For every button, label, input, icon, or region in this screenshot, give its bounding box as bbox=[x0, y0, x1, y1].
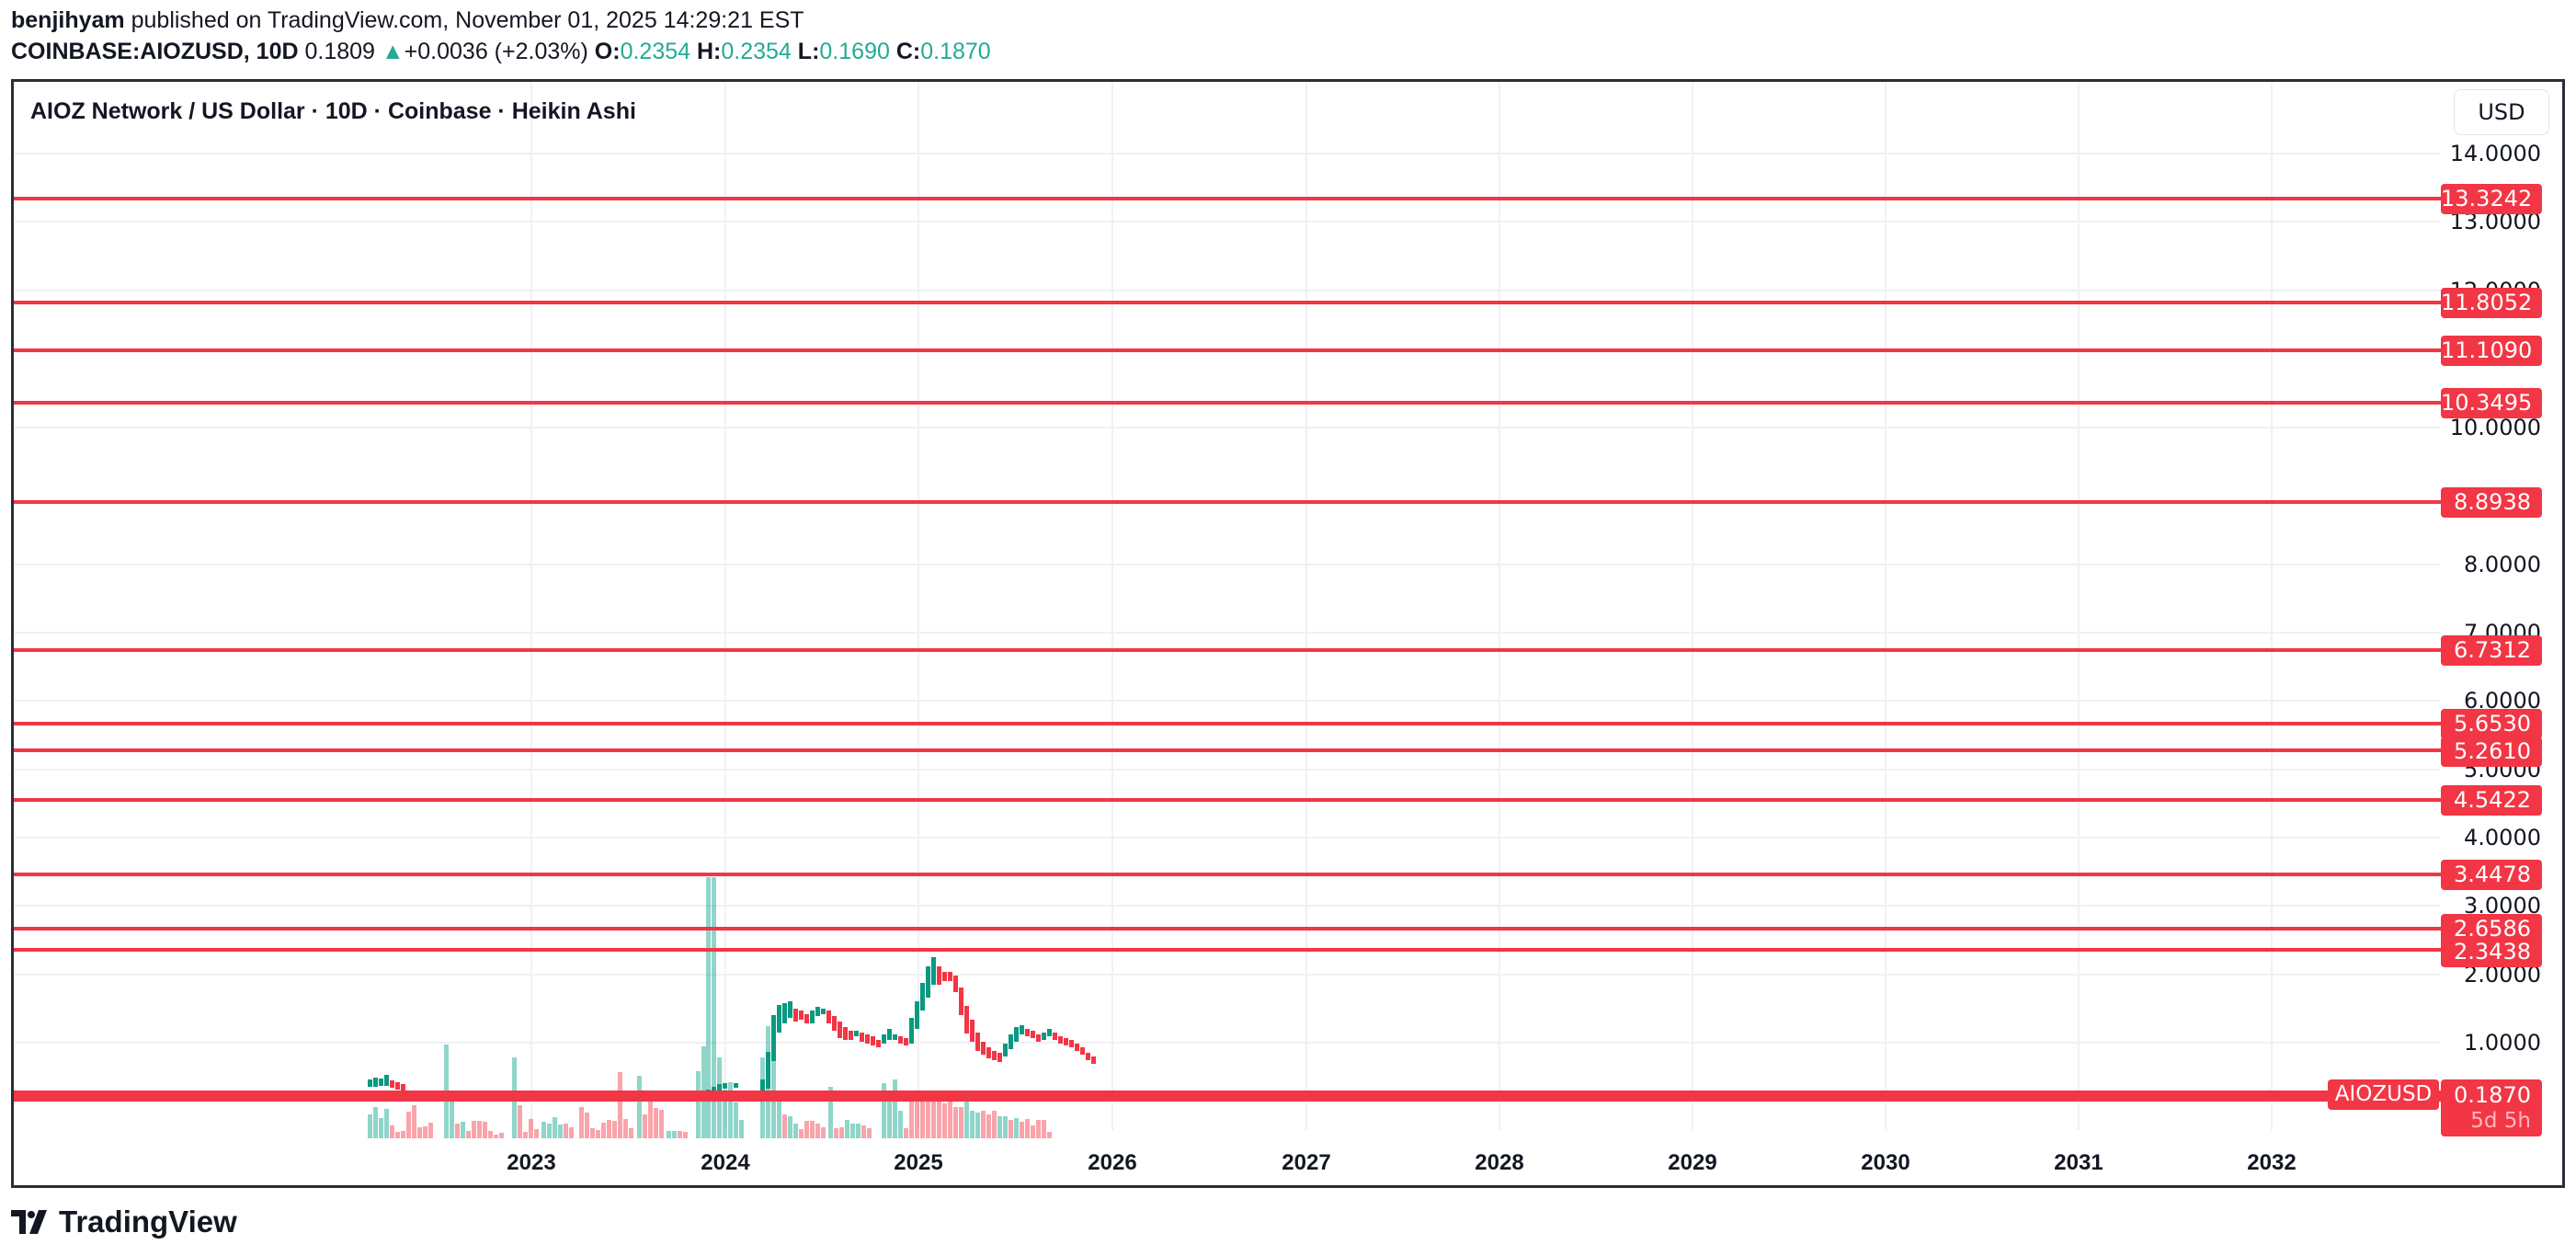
current-price: 0.1870 bbox=[2454, 1082, 2531, 1108]
close-label: C: bbox=[895, 39, 921, 64]
symbol-tag: AIOZUSD bbox=[2328, 1079, 2439, 1110]
close-value: 0.1870 bbox=[920, 39, 991, 64]
x-tick: 2032 bbox=[2247, 1150, 2297, 1175]
grid-line bbox=[14, 837, 2441, 839]
tradingview-logo[interactable]: TradingView bbox=[11, 1205, 237, 1239]
grid-line bbox=[2271, 82, 2273, 1130]
level-label: 6.7312 bbox=[2441, 635, 2542, 666]
grid-line bbox=[530, 82, 532, 1130]
grid-line bbox=[1885, 82, 1886, 1130]
plot-area[interactable]: AIOZ Network / US Dollar · 10D · Coinbas… bbox=[14, 82, 2441, 1175]
current-price-label: 0.1870 5d 5h bbox=[2441, 1079, 2542, 1136]
x-tick: 2026 bbox=[1088, 1150, 1137, 1175]
x-tick: 2025 bbox=[894, 1150, 943, 1175]
level-line[interactable] bbox=[14, 500, 2441, 504]
y-tick: 8.0000 bbox=[2464, 552, 2541, 577]
level-line[interactable] bbox=[14, 748, 2441, 752]
up-arrow-icon: ▲ bbox=[381, 39, 405, 64]
grid-line bbox=[1499, 82, 1500, 1130]
author-name: benjihyam bbox=[11, 7, 125, 33]
grid-line bbox=[14, 905, 2441, 907]
grid-line bbox=[1111, 82, 1113, 1130]
publish-info: benjihyam published on TradingView.com, … bbox=[11, 7, 804, 34]
price-axis[interactable]: USD 14.0000 13.0000 12.0000 10.0000 8.00… bbox=[2441, 82, 2562, 1185]
grid-line bbox=[14, 290, 2441, 291]
level-line[interactable] bbox=[14, 301, 2441, 304]
level-label: 11.8052 bbox=[2441, 288, 2542, 318]
high-label: H: bbox=[696, 39, 722, 64]
level-line[interactable] bbox=[14, 648, 2441, 652]
brand-name: TradingView bbox=[59, 1205, 237, 1239]
level-label: 5.2610 bbox=[2441, 736, 2542, 767]
level-line[interactable] bbox=[14, 348, 2441, 352]
level-line[interactable] bbox=[14, 927, 2441, 931]
x-tick: 2027 bbox=[1282, 1150, 1331, 1175]
price-change: +0.0036 (+2.03%) bbox=[404, 39, 588, 64]
grid-line bbox=[14, 700, 2441, 702]
tradingview-logo-icon bbox=[11, 1210, 47, 1234]
currency-button[interactable]: USD bbox=[2454, 89, 2549, 135]
level-label: 2.3438 bbox=[2441, 937, 2542, 967]
grid-line bbox=[14, 1042, 2441, 1044]
level-line[interactable] bbox=[14, 401, 2441, 405]
grid-line bbox=[14, 427, 2441, 428]
level-line[interactable] bbox=[14, 798, 2441, 802]
grid-line bbox=[724, 82, 726, 1130]
level-line[interactable] bbox=[14, 948, 2441, 952]
low-value: 0.1690 bbox=[819, 39, 890, 64]
y-tick: 14.0000 bbox=[2449, 141, 2541, 166]
grid-line bbox=[14, 769, 2441, 771]
grid-line bbox=[14, 564, 2441, 565]
symbol-interval: COINBASE:AIOZUSD, 10D bbox=[11, 39, 299, 64]
open-label: O: bbox=[594, 39, 621, 64]
grid-line bbox=[14, 1101, 2441, 1102]
y-tick: 1.0000 bbox=[2464, 1030, 2541, 1056]
x-tick: 2024 bbox=[701, 1150, 750, 1175]
x-tick: 2030 bbox=[1861, 1150, 1910, 1175]
grid-line bbox=[14, 974, 2441, 976]
symbol-info: COINBASE:AIOZUSD, 10D 0.1809 ▲+0.0036 (+… bbox=[11, 39, 991, 65]
grid-line bbox=[14, 221, 2441, 223]
level-label: 11.1090 bbox=[2441, 336, 2542, 366]
bar-countdown: 5d 5h bbox=[2470, 1109, 2531, 1133]
chart-frame[interactable]: AIOZ Network / US Dollar · 10D · Coinbas… bbox=[11, 79, 2565, 1188]
grid-line bbox=[1692, 82, 1693, 1130]
level-label: 8.8938 bbox=[2441, 487, 2542, 518]
level-line[interactable] bbox=[14, 722, 2441, 725]
level-label: 3.4478 bbox=[2441, 860, 2542, 890]
volume-histogram bbox=[14, 82, 2441, 1138]
level-label: 13.3242 bbox=[2441, 184, 2542, 214]
grid-line bbox=[14, 632, 2441, 634]
level-label: 10.3495 bbox=[2441, 388, 2542, 418]
level-line[interactable] bbox=[14, 873, 2441, 876]
x-tick: 2031 bbox=[2054, 1150, 2103, 1175]
chart-title: AIOZ Network / US Dollar · 10D · Coinbas… bbox=[30, 98, 636, 124]
y-tick: 4.0000 bbox=[2464, 825, 2541, 851]
grid-line bbox=[1305, 82, 1307, 1130]
grid-line bbox=[918, 82, 919, 1130]
grid-line bbox=[2078, 82, 2080, 1130]
y-tick: 10.0000 bbox=[2449, 415, 2541, 440]
level-label: 4.5422 bbox=[2441, 785, 2542, 816]
x-tick: 2029 bbox=[1668, 1150, 1717, 1175]
current-price-line bbox=[14, 1090, 2441, 1102]
level-line[interactable] bbox=[14, 197, 2441, 200]
open-value: 0.2354 bbox=[620, 39, 691, 64]
high-value: 0.2354 bbox=[721, 39, 792, 64]
x-tick: 2023 bbox=[507, 1150, 556, 1175]
low-label: L: bbox=[797, 39, 820, 64]
last-price: 0.1809 bbox=[304, 39, 375, 64]
level-label: 5.6530 bbox=[2441, 709, 2542, 739]
published-text: published on TradingView.com, November 0… bbox=[131, 7, 804, 33]
x-tick: 2028 bbox=[1475, 1150, 1524, 1175]
grid-line bbox=[14, 153, 2441, 154]
